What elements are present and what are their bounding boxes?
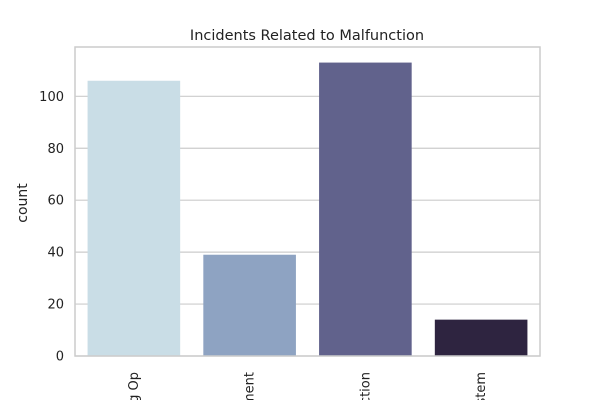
plot-frame: [74, 46, 541, 357]
bars: [87, 62, 528, 357]
chart-title: Incidents Related to Malfunction: [190, 28, 424, 44]
y-tick-label: 100: [39, 90, 64, 105]
bar-2: [203, 254, 296, 356]
y-tick-label: 20: [47, 298, 64, 313]
x-tick-label: g Op: [127, 372, 142, 400]
x-tick-labels: g Op ment ction stem: [127, 372, 489, 400]
bar-3: [319, 62, 412, 356]
x-tick-label: stem: [474, 372, 489, 400]
x-tick-label: ction: [358, 372, 373, 400]
y-tick-label: 40: [47, 246, 64, 261]
y-tick-label: 0: [56, 350, 64, 365]
y-tick-labels: 0 20 40 60 80 100: [39, 90, 64, 365]
y-tick-label: 80: [47, 142, 64, 157]
bar-4: [434, 319, 528, 356]
x-tick-label: ment: [243, 372, 258, 400]
y-tick-label: 60: [47, 194, 64, 209]
y-axis-label: count: [15, 183, 31, 223]
bar-1: [87, 80, 181, 357]
